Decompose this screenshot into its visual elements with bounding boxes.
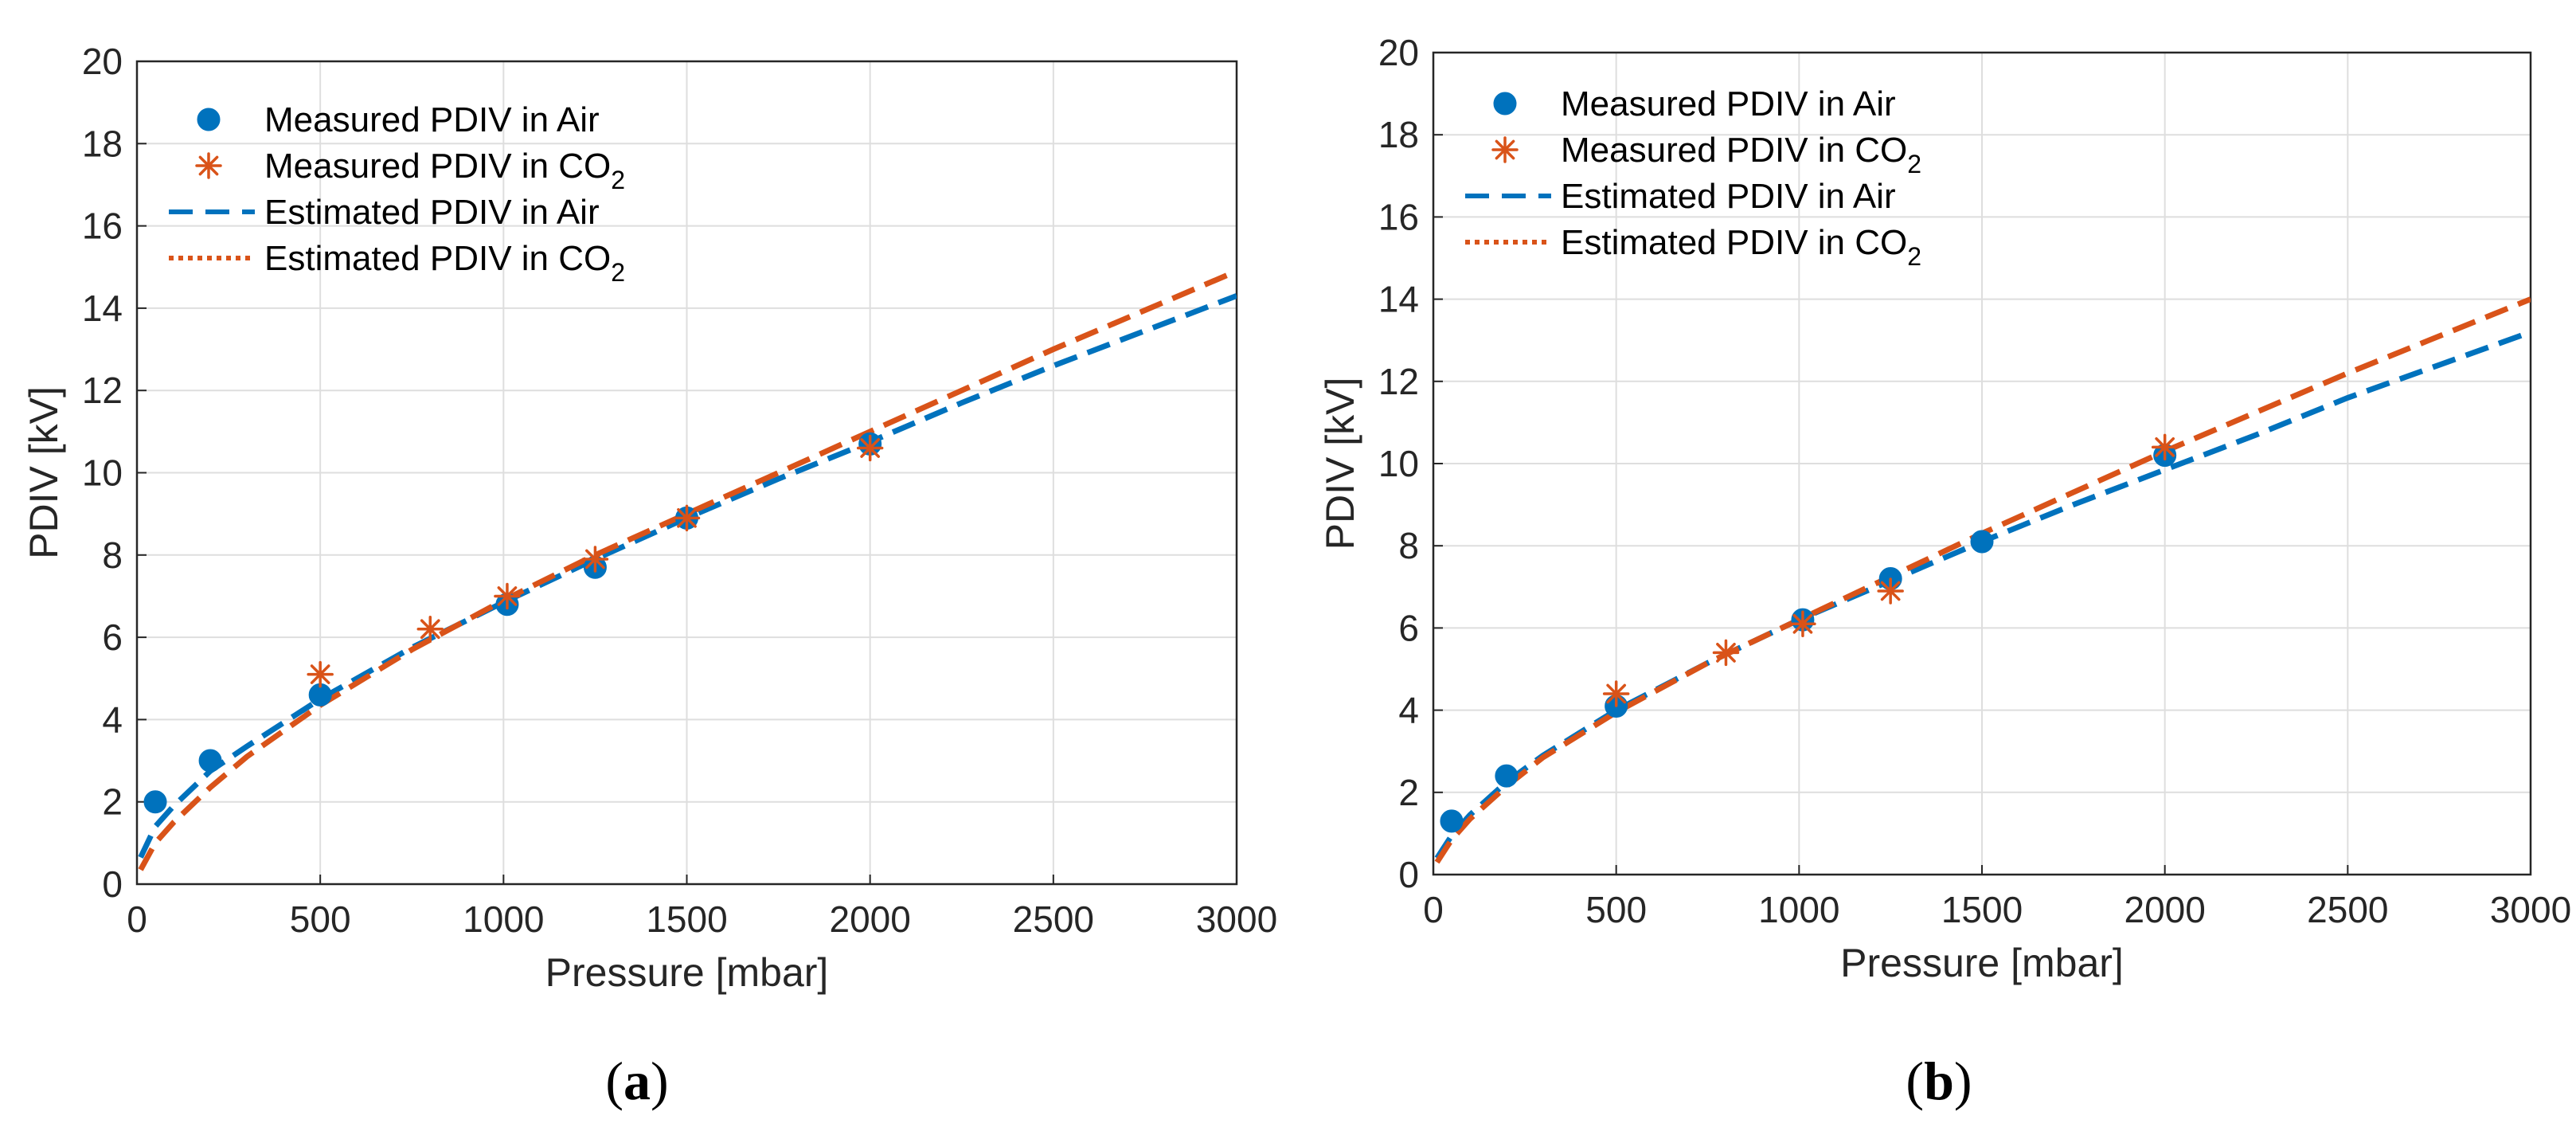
y-tick-label: 4: [1398, 690, 1419, 731]
legend-asterisk-icon: [195, 152, 222, 179]
measured-co2-point: [673, 504, 701, 532]
y-tick-label: 16: [82, 206, 123, 247]
chart-panel-a: 0 500 1000 1500 2000 2500 3000 0 2 4 6 8 10 12 14 16 18 2…: [21, 41, 1277, 995]
y-tick-label: 6: [102, 617, 123, 658]
panel-label-a: (a): [605, 1051, 669, 1111]
measured-co2-point: [856, 434, 884, 462]
legend-label: Estimated PDIV in CO2: [1561, 223, 1921, 271]
measured-co2-point: [2151, 433, 2179, 461]
measured-co2-point: [416, 616, 444, 643]
legend-label: Estimated PDIV in CO2: [264, 239, 625, 287]
legend-item: Estimated PDIV in Air: [169, 193, 600, 232]
legend-label: Estimated PDIV in Air: [264, 193, 600, 232]
x-tick-label: 3000: [2490, 889, 2571, 930]
x-tick-label: 1000: [463, 898, 544, 940]
measured-co2-point: [494, 582, 521, 610]
legend-label: Measured PDIV in Air: [264, 100, 600, 139]
x-tick-label: 0: [127, 898, 147, 940]
y-tick-label: 18: [1378, 114, 1419, 155]
x-tick-label: 1000: [1758, 889, 1839, 930]
measured-co2-point: [581, 546, 609, 573]
legend-item: Estimated PDIV in CO2: [169, 239, 625, 287]
x-tick-label: 2500: [1013, 898, 1094, 940]
axes-box: [135, 60, 1238, 886]
legend-item: Measured PDIV in CO2: [195, 147, 625, 194]
legend-item: Estimated PDIV in CO2: [1465, 223, 1921, 271]
measured-co2-point: [1877, 577, 1904, 605]
legend-item: Measured PDIV in CO2: [1491, 131, 1921, 178]
x-tick-label: 500: [290, 898, 351, 940]
legend-dot-icon: [197, 108, 221, 131]
legend: Measured PDIV in Air Measured PDIV in CO2…: [169, 100, 625, 287]
estimated-co2-line: [138, 268, 1237, 871]
y-tick-label: 8: [1398, 525, 1419, 566]
x-tick-label: 1500: [646, 898, 727, 940]
measured-co2-point: [1602, 680, 1630, 707]
x-tick-label: 2500: [2307, 889, 2388, 930]
y-tick-label: 8: [102, 534, 123, 576]
y-tick-label: 18: [82, 123, 123, 164]
y-tick-label: 10: [82, 452, 123, 494]
y-tick-label: 20: [82, 41, 123, 82]
legend-label: Measured PDIV in Air: [1561, 84, 1896, 123]
estimated-co2-line: [1434, 296, 2531, 864]
legend-label: Measured PDIV in CO2: [264, 147, 625, 194]
y-tick-label: 14: [1378, 279, 1419, 320]
legend-item: Measured PDIV in Air: [1493, 84, 1896, 123]
x-tick-label: 1500: [1941, 889, 2023, 930]
y-tick-label: 14: [82, 288, 123, 329]
x-tick-label: 3000: [1196, 898, 1277, 940]
y-tick-label: 10: [1378, 443, 1419, 484]
y-tick-label: 20: [1378, 32, 1419, 73]
y-tick-label: 2: [1398, 772, 1419, 813]
chart-panel-b: 0 500 1000 1500 2000 2500 3000 0 2 4 6 8 10 12 14 16 18 2…: [1318, 32, 2571, 985]
measured-air-point: [1440, 809, 1464, 833]
measured-air-point: [143, 790, 167, 814]
panel-label-b: (b): [1906, 1051, 1972, 1111]
legend-item: Measured PDIV in Air: [197, 100, 600, 139]
measured-co2-point: [1789, 610, 1816, 637]
measured-air-point: [1970, 530, 1994, 554]
x-tick-label: 2000: [2124, 889, 2205, 930]
measured-air-point: [198, 749, 222, 773]
x-tick-label: 2000: [829, 898, 910, 940]
legend-dot-icon: [1493, 92, 1517, 115]
y-tick-label: 2: [102, 781, 123, 823]
measured-co2-point: [1712, 639, 1740, 667]
y-tick-label: 12: [82, 370, 123, 411]
legend-asterisk-icon: [1491, 136, 1519, 163]
measured-co2-point: [307, 660, 334, 688]
y-tick-label: 0: [1398, 854, 1419, 895]
x-tick-label: 0: [1423, 889, 1444, 930]
x-axis-label: Pressure [mbar]: [545, 950, 829, 995]
measured-air-point: [1495, 764, 1519, 788]
estimated-air-line: [1434, 329, 2531, 860]
y-tick-label: 12: [1378, 361, 1419, 402]
legend-item: Estimated PDIV in Air: [1465, 177, 1896, 216]
y-tick-label: 0: [102, 863, 123, 905]
x-tick-label: 500: [1585, 889, 1647, 930]
legend-label: Estimated PDIV in Air: [1561, 177, 1896, 216]
y-tick-label: 16: [1378, 196, 1419, 237]
y-tick-label: 6: [1398, 607, 1419, 648]
x-axis-label: Pressure [mbar]: [1840, 941, 2124, 985]
axes-box: [1432, 51, 2532, 876]
legend: Measured PDIV in Air Measured PDIV in CO2…: [1465, 84, 1921, 271]
y-axis-label: PDIV [kV]: [1318, 378, 1362, 550]
y-axis-label: PDIV [kV]: [21, 386, 66, 559]
y-tick-label: 4: [102, 699, 123, 740]
legend-label: Measured PDIV in CO2: [1561, 131, 1921, 178]
